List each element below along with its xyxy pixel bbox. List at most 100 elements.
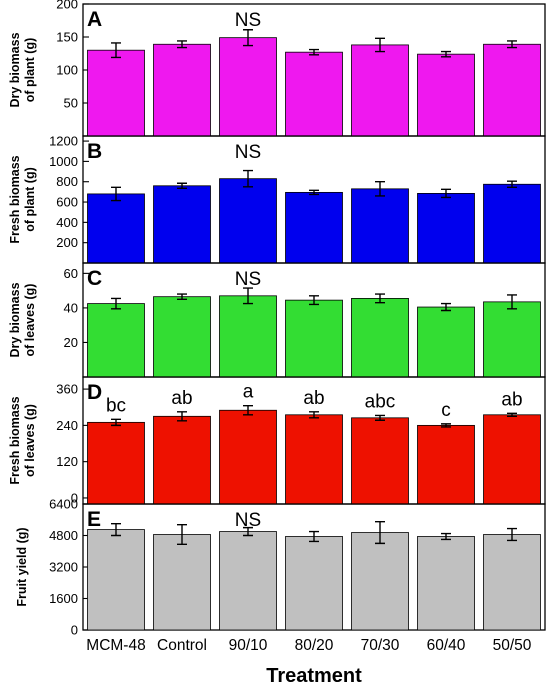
- x-tick-label-0: MCM-48: [86, 637, 145, 654]
- error-bar-E-2: [243, 526, 253, 537]
- error-bar-C-1: [177, 293, 187, 300]
- significance-letter-D-1: ab: [171, 388, 192, 409]
- y-tick-label-C-1: 40: [64, 300, 78, 315]
- y-axis-label-C-1: of leaves (g): [23, 284, 37, 357]
- y-tick-label-E-1: 1600: [49, 591, 78, 606]
- error-bar-C-0: [111, 297, 121, 310]
- significance-letter-D-0: bc: [106, 395, 126, 416]
- y-tick-label-C-2: 60: [64, 266, 78, 281]
- error-bar-A-2: [243, 29, 253, 47]
- error-bar-B-5: [441, 188, 451, 199]
- bar-C-3: [285, 299, 343, 378]
- error-bar-A-0: [111, 42, 121, 59]
- error-bar-D-3: [309, 411, 319, 419]
- error-bar-E-3: [309, 530, 319, 543]
- y-tick-label-B-0: 200: [56, 235, 78, 250]
- bar-E-5: [417, 536, 475, 631]
- bar-A-4: [351, 44, 409, 137]
- bar-D-3: [285, 414, 343, 505]
- x-tick-label-3: 80/20: [295, 637, 334, 654]
- x-tick-label-2: 90/10: [229, 637, 268, 654]
- y-axis-label-B-0: Fresh biomass: [8, 155, 22, 243]
- bar-A-5: [417, 53, 475, 137]
- y-tick-label-A-1: 100: [56, 63, 78, 78]
- bar-A-2: [219, 37, 277, 137]
- x-axis-title: Treatment: [266, 665, 362, 687]
- x-tick-label-6: 50/50: [493, 637, 532, 654]
- error-bar-A-4: [375, 37, 385, 53]
- y-axis-label-A-1: of plant (g): [23, 38, 37, 103]
- bar-B-0: [87, 193, 145, 264]
- error-bar-D-6: [507, 412, 517, 418]
- bar-C-6: [483, 301, 541, 378]
- bar-E-1: [153, 534, 211, 631]
- bar-C-4: [351, 298, 409, 378]
- y-tick-label-D-0: 0: [71, 490, 78, 505]
- y-axis-label-D-1: of leaves (g): [23, 404, 37, 477]
- panel-letter-B: B: [87, 140, 102, 163]
- x-tick-label-5: 60/40: [427, 637, 466, 654]
- error-bar-C-2: [243, 287, 253, 305]
- bar-A-3: [285, 51, 343, 137]
- y-tick-label-B-2: 600: [56, 195, 78, 210]
- panel-letter-E: E: [87, 508, 101, 531]
- significance-letter-D-2: a: [243, 382, 254, 403]
- y-tick-label-C-0: 20: [64, 335, 78, 350]
- y-axis-label-B-1: of plant (g): [23, 167, 37, 232]
- bar-D-4: [351, 417, 409, 505]
- bar-B-3: [285, 191, 343, 264]
- y-tick-label-E-4: 6400: [49, 497, 78, 512]
- y-axis-label-E-0: Fruit yield (g): [15, 527, 29, 606]
- y-tick-label-A-2: 150: [56, 30, 78, 45]
- error-bar-B-4: [375, 181, 385, 197]
- annotation-B: NS: [235, 142, 261, 163]
- significance-letter-D-5: c: [441, 400, 451, 421]
- y-tick-label-E-0: 0: [71, 623, 78, 638]
- error-bar-A-1: [177, 40, 187, 49]
- bar-E-2: [219, 531, 277, 631]
- y-tick-label-D-3: 360: [56, 382, 78, 397]
- x-tick-label-4: 70/30: [361, 637, 400, 654]
- y-tick-label-E-2: 3200: [49, 560, 78, 575]
- error-bar-E-4: [375, 521, 385, 545]
- bar-C-5: [417, 306, 475, 378]
- y-axis-label-D-0: Fresh biomass: [8, 396, 22, 484]
- y-axis-label-C-0: Dry biomass: [8, 282, 22, 357]
- error-bar-D-2: [243, 405, 253, 416]
- y-axis-label-A-0: Dry biomass: [8, 32, 22, 107]
- bar-D-5: [417, 424, 475, 505]
- error-bar-E-1: [177, 523, 187, 546]
- bar-B-4: [351, 188, 409, 264]
- bar-D-6: [483, 414, 541, 505]
- error-bar-D-1: [177, 411, 187, 422]
- bar-B-1: [153, 185, 211, 264]
- bar-E-6: [483, 534, 541, 631]
- error-bar-D-4: [375, 414, 385, 421]
- y-tick-label-B-4: 1000: [49, 154, 78, 169]
- error-bar-B-3: [309, 189, 319, 196]
- error-bar-C-6: [507, 294, 517, 310]
- panel-letter-C: C: [87, 267, 102, 290]
- error-bar-D-5: [441, 423, 451, 428]
- y-tick-label-A-3: 200: [56, 0, 78, 12]
- significance-letter-D-3: ab: [303, 388, 324, 409]
- bar-E-0: [87, 529, 145, 631]
- bar-E-4: [351, 532, 409, 631]
- error-bar-C-5: [441, 302, 451, 312]
- error-bar-A-6: [507, 40, 517, 49]
- y-tick-label-D-1: 120: [56, 454, 78, 469]
- bar-D-2: [219, 409, 277, 505]
- bar-A-0: [87, 49, 145, 137]
- error-bar-B-1: [177, 182, 187, 190]
- y-tick-label-A-0: 50: [64, 96, 78, 111]
- error-bar-E-5: [441, 532, 451, 541]
- error-bar-E-6: [507, 527, 517, 542]
- bar-B-2: [219, 178, 277, 264]
- panel-letter-D: D: [87, 381, 102, 404]
- error-bar-B-6: [507, 180, 517, 189]
- error-bar-C-4: [375, 293, 385, 304]
- bar-C-1: [153, 296, 211, 378]
- error-bar-B-0: [111, 186, 121, 202]
- bar-C-2: [219, 295, 277, 378]
